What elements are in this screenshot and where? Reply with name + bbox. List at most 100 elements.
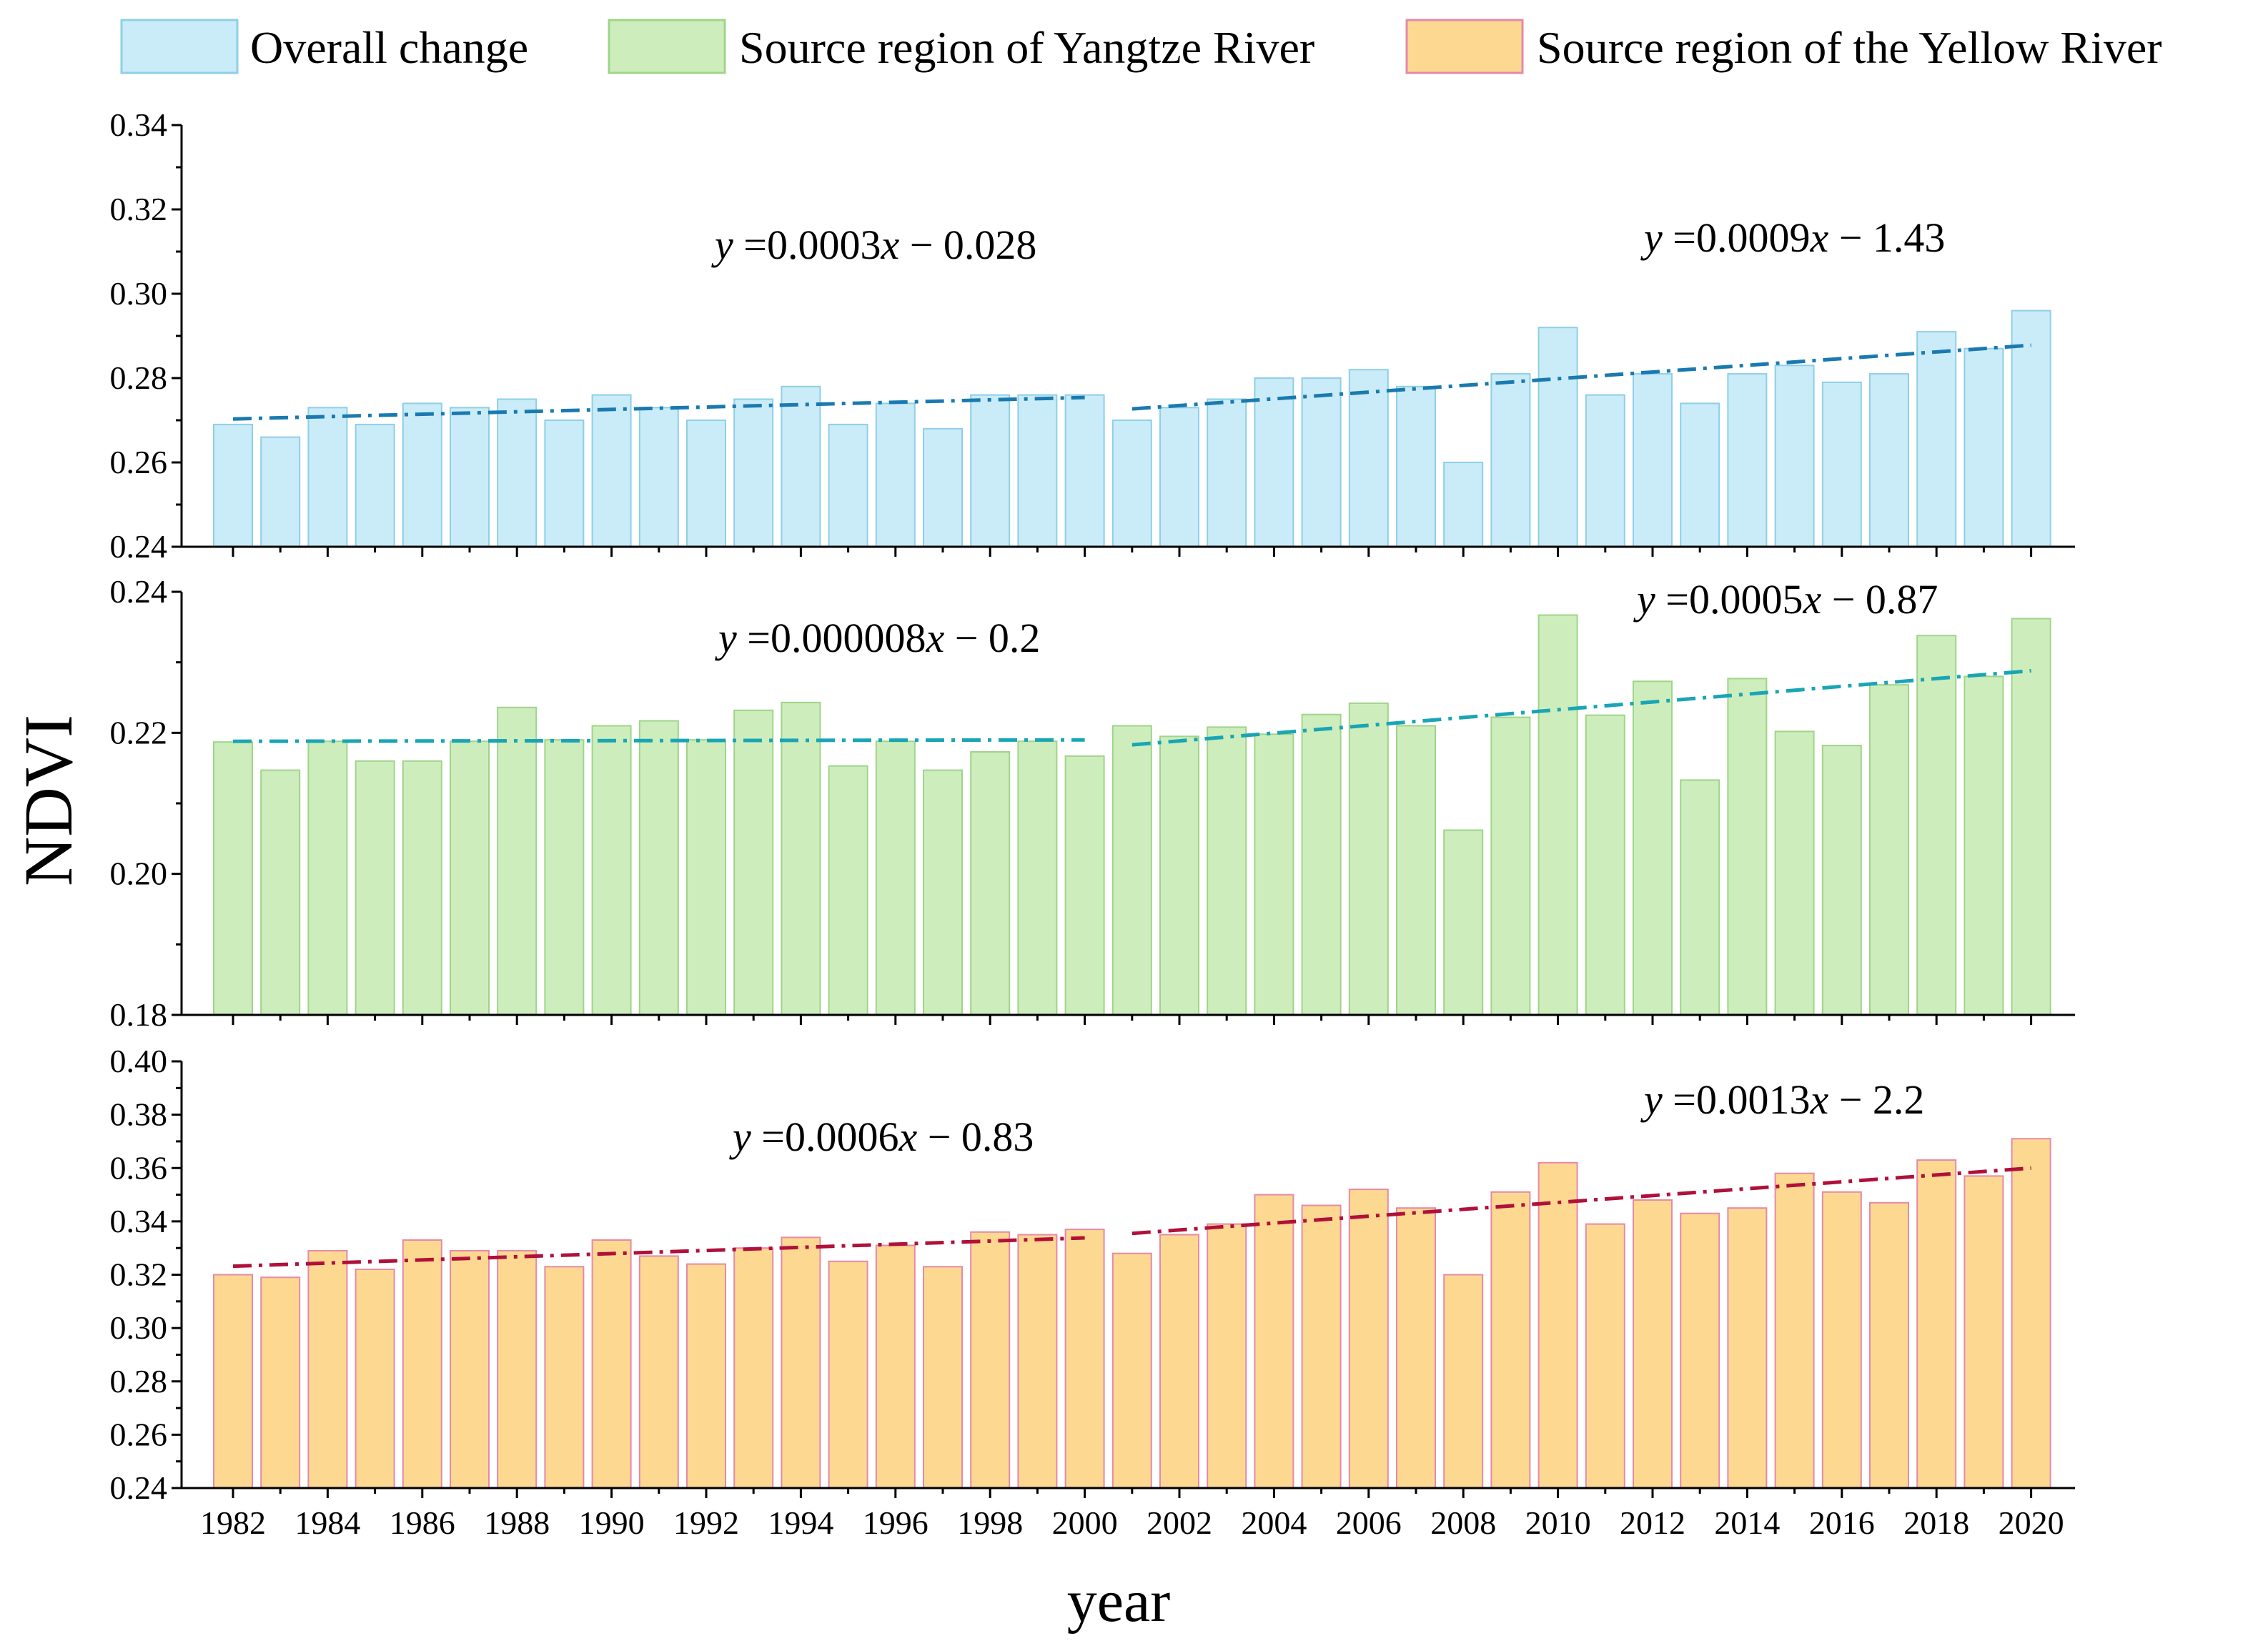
bar-yellow-river-2000 (1064, 1229, 1105, 1489)
y-tick-label-overall: 0.24 (110, 528, 168, 565)
bar-overall-1988 (497, 398, 538, 547)
bar-overall-2007 (1396, 385, 1436, 547)
bar-yangtze-1989 (544, 739, 585, 1016)
bar-yellow-river-1983 (260, 1276, 301, 1489)
legend-label-overall: Overall change (250, 22, 528, 73)
bar-yellow-river-1996 (875, 1244, 916, 1489)
bar-yangtze-1995 (828, 765, 868, 1016)
bar-yangtze-1983 (260, 769, 301, 1016)
bar-yangtze-1990 (591, 725, 632, 1016)
bar-yangtze-2009 (1490, 716, 1531, 1016)
y-tick-label-yangtze: 0.18 (110, 996, 168, 1033)
bar-yangtze-1997 (923, 769, 963, 1016)
bar-yellow-river-2011 (1585, 1223, 1625, 1489)
trend-line-overall-2001-2020 (1131, 343, 2031, 411)
bar-yangtze-2019 (1964, 675, 2004, 1016)
x-tick-label-1986: 1986 (390, 1504, 455, 1541)
bar-yangtze-1987 (450, 740, 490, 1016)
bar-yangtze-1993 (733, 709, 774, 1016)
x-tick-label-2000: 2000 (1052, 1504, 1118, 1541)
y-tick-label-yellow-river: 0.36 (110, 1149, 168, 1186)
bars-yellow-river (213, 1138, 2051, 1489)
equation-yellow-2001-2020: y =0.0013x − 2.2 (1640, 1076, 1924, 1123)
bar-yangtze-2003 (1207, 726, 1247, 1016)
legend-item-yangtze[interactable]: Source region of Yangtze River (608, 19, 1314, 74)
y-tick-label-overall: 0.28 (110, 360, 168, 396)
x-tick-label-2014: 2014 (1714, 1504, 1780, 1541)
y-tick-label-yellow-river: 0.26 (110, 1416, 168, 1452)
bar-yellow-river-2002 (1159, 1234, 1199, 1489)
bar-overall-1984 (307, 407, 348, 547)
y-tick-label-yellow-river: 0.32 (110, 1256, 168, 1293)
bar-yangtze-2011 (1585, 714, 1625, 1016)
bar-overall-2010 (1537, 327, 1578, 547)
x-tick-label-2016: 2016 (1809, 1504, 1875, 1541)
bar-yellow-river-2018 (1916, 1159, 1957, 1489)
y-tick-label-yangtze: 0.20 (110, 856, 168, 892)
equation-yellow-1982-2000: y =0.0006x − 0.83 (729, 1114, 1034, 1160)
bar-overall-2015 (1774, 365, 1815, 547)
legend-item-overall[interactable]: Overall change (120, 19, 528, 74)
bar-yellow-river-1993 (733, 1247, 774, 1489)
bar-yangtze-1984 (307, 740, 348, 1016)
bar-overall-2019 (1964, 347, 2004, 547)
legend-item-yellow[interactable]: Source region of the Yellow River (1405, 19, 2162, 74)
legend-label-yellow: Source region of the Yellow River (1537, 22, 2162, 73)
bars-yangtze (213, 614, 2051, 1016)
y-tick-label-yellow-river: 0.34 (110, 1203, 168, 1239)
bar-yangtze-2000 (1064, 755, 1105, 1016)
bar-yellow-river-1986 (402, 1239, 442, 1489)
bar-yellow-river-1992 (686, 1263, 726, 1489)
trend-line-yellow-river-2001-2020 (1131, 1166, 2031, 1236)
bar-yellow-river-2016 (1821, 1191, 1862, 1489)
bar-overall-1982 (213, 423, 253, 548)
bar-yangtze-1986 (402, 760, 442, 1016)
bar-overall-1995 (828, 423, 868, 548)
bar-overall-1993 (733, 398, 774, 547)
y-tick-label-overall: 0.32 (110, 191, 168, 227)
bar-yellow-river-1987 (450, 1249, 490, 1489)
trend-line-yangtze-1982-2000 (232, 738, 1085, 743)
x-tick-label-1988: 1988 (484, 1504, 550, 1541)
bar-yellow-river-2017 (1869, 1201, 1909, 1489)
y-tick-label-overall: 0.34 (110, 106, 168, 143)
bar-yellow-river-2009 (1490, 1191, 1531, 1489)
bar-overall-2000 (1064, 394, 1105, 547)
bar-overall-2020 (2011, 309, 2051, 547)
y-axis-yellow-river: 0.24 0.26 0.28 0.30 0.32 0.34 0.36 0.38 0.40 (110, 1043, 182, 1506)
bar-overall-2011 (1585, 394, 1625, 547)
bar-yangtze-2020 (2011, 618, 2051, 1016)
bar-yangtze-2018 (1916, 635, 1957, 1016)
x-ticks-yangtze (232, 1015, 2033, 1025)
bar-overall-2013 (1680, 402, 1720, 548)
legend-swatch-yangtze (608, 19, 726, 74)
x-tick-label-1984: 1984 (294, 1504, 360, 1541)
x-ticks-yellow-river (232, 1488, 2033, 1498)
x-tick-label-1990: 1990 (579, 1504, 645, 1541)
x-axis-tick-labels: 1982 1984 1986 1988 1990 1992 1994 1996 1998 2000… (200, 1504, 2064, 1541)
bar-yellow-river-2003 (1207, 1223, 1247, 1489)
y-tick-label-yellow-river: 0.28 (110, 1363, 168, 1399)
bar-overall-1983 (260, 436, 301, 547)
bar-overall-2006 (1348, 369, 1389, 548)
x-tick-label-2008: 2008 (1430, 1504, 1496, 1541)
bar-overall-1991 (638, 407, 679, 547)
bar-yangtze-1994 (781, 701, 821, 1016)
bar-yellow-river-1990 (591, 1239, 632, 1489)
bar-yangtze-2014 (1727, 678, 1768, 1016)
x-tick-label-2012: 2012 (1620, 1504, 1685, 1541)
bar-yangtze-2006 (1348, 702, 1389, 1016)
bar-overall-2004 (1254, 377, 1294, 547)
bar-overall-2017 (1869, 373, 1909, 547)
bar-overall-1990 (591, 394, 632, 547)
bar-yellow-river-2014 (1727, 1207, 1768, 1489)
bar-overall-1986 (402, 402, 442, 548)
bar-overall-1996 (875, 402, 916, 548)
bar-yellow-river-2015 (1774, 1172, 1815, 1489)
x-tick-label-1994: 1994 (768, 1504, 833, 1541)
x-tick-label-2004: 2004 (1241, 1504, 1307, 1541)
legend-label-yangtze: Source region of Yangtze River (739, 22, 1314, 73)
bar-yangtze-1991 (638, 720, 679, 1016)
bar-yangtze-1988 (497, 706, 538, 1016)
trend-line-yellow-river-1982-2000 (232, 1236, 1085, 1269)
